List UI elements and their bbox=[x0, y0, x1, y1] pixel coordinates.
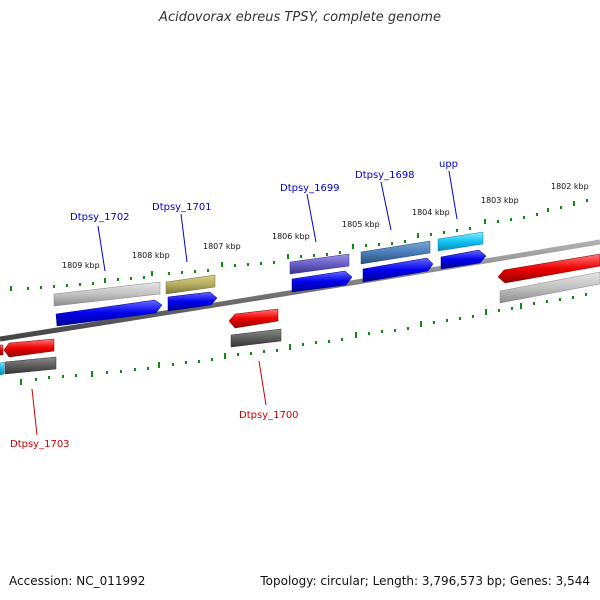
scale-label: 1805 kbp bbox=[342, 220, 380, 229]
cds-arrow-dtpsy-1703[interactable] bbox=[3, 338, 55, 358]
gene-label-dtpsy-1701[interactable]: Dtpsy_1701 bbox=[152, 202, 212, 213]
gene-label-dtpsy-1700[interactable]: Dtpsy_1700 bbox=[239, 410, 299, 421]
cog-bar-upp[interactable] bbox=[437, 231, 484, 252]
label-leaders bbox=[31, 170, 458, 436]
cog-bar-reverse-right[interactable] bbox=[499, 271, 600, 304]
gene-label-dtpsy-1698[interactable]: Dtpsy_1698 bbox=[355, 170, 415, 181]
cog-bar-dtpsy-1700[interactable] bbox=[230, 328, 282, 348]
scale-label: 1809 kbp bbox=[62, 261, 100, 270]
scale-label: 1802 kbp bbox=[551, 182, 589, 191]
cds-arrow-dtpsy-1701[interactable] bbox=[167, 291, 218, 312]
cds-arrow-reverse-left-partial[interactable] bbox=[0, 344, 4, 356]
map-title: Acidovorax ebreus TPSY, complete genome bbox=[159, 10, 441, 25]
cds-arrow-dtpsy-1700[interactable] bbox=[228, 308, 279, 329]
forward-features bbox=[53, 231, 487, 327]
gene-label-dtpsy-1703[interactable]: Dtpsy_1703 bbox=[10, 439, 70, 450]
outer-scale-track bbox=[10, 199, 588, 291]
cds-arrow-dtpsy-1698[interactable] bbox=[362, 257, 434, 283]
reverse-features bbox=[0, 253, 600, 376]
cog-bar-dtpsy-1702[interactable] bbox=[53, 281, 161, 307]
cds-arrow-reverse-right[interactable] bbox=[497, 253, 600, 284]
scale-label: 1806 kbp bbox=[272, 232, 310, 241]
accession-text: Accession: NC_011992 bbox=[9, 574, 146, 588]
cog-bar-dtpsy-1698[interactable] bbox=[360, 240, 431, 265]
genome-summary-text: Topology: circular; Length: 3,796,573 bp… bbox=[260, 574, 590, 588]
gene-label-dtpsy-1699[interactable]: Dtpsy_1699 bbox=[280, 183, 340, 194]
scale-labels: 1809 kbp 1808 kbp 1807 kbp 1806 kbp 1805… bbox=[62, 182, 589, 270]
cds-arrow-upp[interactable] bbox=[440, 249, 487, 270]
scale-label: 1804 kbp bbox=[412, 208, 450, 217]
gene-labels: Dtpsy_1702 Dtpsy_1701 Dtpsy_1699 Dtpsy_1… bbox=[10, 159, 458, 450]
cog-bar-dtpsy-1699[interactable] bbox=[289, 253, 350, 275]
gene-label-dtpsy-1702[interactable]: Dtpsy_1702 bbox=[70, 212, 130, 223]
cog-bar-dtpsy-1703[interactable] bbox=[4, 356, 57, 375]
scale-label: 1803 kbp bbox=[481, 196, 519, 205]
scale-label: 1808 kbp bbox=[132, 251, 170, 260]
genome-backbone bbox=[0, 239, 600, 342]
gene-label-upp[interactable]: upp bbox=[439, 159, 458, 170]
cds-arrow-dtpsy-1702[interactable] bbox=[55, 299, 163, 327]
scale-label: 1807 kbp bbox=[203, 242, 241, 251]
cds-arrow-dtpsy-1699[interactable] bbox=[291, 270, 353, 293]
cog-bar-cyan-left-partial[interactable] bbox=[0, 361, 5, 376]
inner-scale-track bbox=[20, 293, 587, 385]
cog-bar-dtpsy-1701[interactable] bbox=[165, 274, 216, 295]
